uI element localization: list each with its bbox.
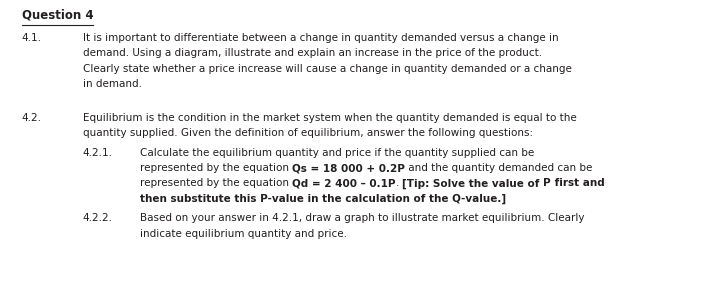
Text: first and: first and — [551, 178, 605, 188]
Text: [Tip: Solve the value of: [Tip: Solve the value of — [402, 178, 544, 189]
Text: Based on your answer in 4.2.1, draw a graph to illustrate market equilibrium. Cl: Based on your answer in 4.2.1, draw a gr… — [140, 213, 584, 223]
Text: indicate equilibrium quantity and price.: indicate equilibrium quantity and price. — [140, 229, 347, 239]
Text: Qs = 18 000 + 0.2P: Qs = 18 000 + 0.2P — [292, 163, 405, 173]
Text: Clearly state whether a price increase will cause a change in quantity demanded : Clearly state whether a price increase w… — [83, 64, 572, 74]
Text: quantity supplied. Given the definition of equilibrium, answer the following que: quantity supplied. Given the definition … — [83, 128, 533, 138]
Text: represented by the equation: represented by the equation — [140, 178, 292, 188]
Text: Equilibrium is the condition in the market system when the quantity demanded is : Equilibrium is the condition in the mark… — [83, 113, 577, 123]
Text: then substitute this P-value in the calculation of the Q-value.]: then substitute this P-value in the calc… — [140, 194, 506, 204]
Text: Qd = 2 400 – 0.1P: Qd = 2 400 – 0.1P — [292, 178, 396, 188]
Text: Question 4: Question 4 — [22, 9, 93, 22]
Text: 4.1.: 4.1. — [22, 33, 42, 43]
Text: 4.2.2.: 4.2.2. — [83, 213, 113, 223]
Text: represented by the equation: represented by the equation — [140, 163, 292, 173]
Text: in demand.: in demand. — [83, 79, 141, 89]
Text: Calculate the equilibrium quantity and price if the quantity supplied can be: Calculate the equilibrium quantity and p… — [140, 148, 534, 158]
Text: It is important to differentiate between a change in quantity demanded versus a : It is important to differentiate between… — [83, 33, 558, 43]
Text: 4.2.1.: 4.2.1. — [83, 148, 113, 158]
Text: demand. Using a diagram, illustrate and explain an increase in the price of the : demand. Using a diagram, illustrate and … — [83, 48, 541, 58]
Text: .: . — [396, 178, 402, 188]
Text: P: P — [544, 178, 551, 188]
Text: 4.2.: 4.2. — [22, 113, 42, 123]
Text: and the quantity demanded can be: and the quantity demanded can be — [405, 163, 592, 173]
